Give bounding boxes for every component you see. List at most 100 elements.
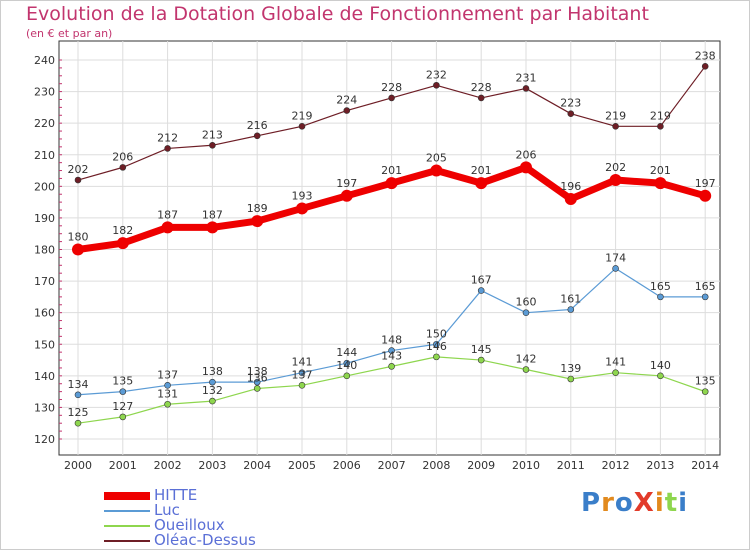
data-point <box>701 63 709 70</box>
data-point <box>522 366 530 373</box>
data-point <box>433 340 440 348</box>
data-label: 201 <box>650 164 671 177</box>
data-point <box>74 176 82 184</box>
legend-swatch-oueilloux <box>104 525 150 527</box>
data-label: 223 <box>560 97 581 110</box>
data-point <box>612 369 619 376</box>
x-tick-label: 2000 <box>64 459 92 472</box>
data-label: 219 <box>292 109 313 122</box>
data-point <box>567 306 575 313</box>
data-point <box>253 378 261 386</box>
x-tick-label: 2013 <box>646 459 674 472</box>
data-label: 231 <box>516 71 537 84</box>
data-point <box>206 221 219 234</box>
y-tick-label: 200 <box>34 180 55 193</box>
data-label: 137 <box>292 368 313 381</box>
data-label: 219 <box>650 109 671 122</box>
data-point <box>298 123 306 130</box>
data-point <box>699 189 712 202</box>
x-tick-label: 2009 <box>467 459 495 472</box>
data-label: 141 <box>605 356 626 369</box>
data-label: 161 <box>560 293 581 306</box>
data-point <box>253 132 261 140</box>
legend-label-luc: Luc <box>154 501 180 519</box>
y-tick-label: 220 <box>34 117 55 130</box>
data-point <box>475 177 488 190</box>
x-tick-label: 2003 <box>198 459 226 472</box>
data-label: 125 <box>68 406 89 419</box>
data-label: 146 <box>426 340 447 353</box>
data-point <box>657 123 664 130</box>
data-label: 137 <box>157 368 178 381</box>
data-label: 132 <box>202 384 223 397</box>
plot-border <box>58 40 721 456</box>
data-point <box>612 123 619 130</box>
data-label: 187 <box>202 208 223 221</box>
data-point <box>209 397 216 405</box>
data-label: 232 <box>426 68 447 81</box>
legend-label-oleac-dessus: Oléac-Dessus <box>154 531 256 549</box>
data-label: 144 <box>336 346 357 359</box>
data-point <box>74 419 82 427</box>
data-point <box>520 161 532 174</box>
data-label: 174 <box>605 251 626 264</box>
data-label: 228 <box>381 81 402 94</box>
logo-letter: t <box>664 488 679 518</box>
data-label: 145 <box>471 343 492 356</box>
data-label: 197 <box>695 177 716 190</box>
data-point <box>385 177 398 190</box>
data-point <box>253 385 261 392</box>
data-label: 219 <box>605 109 626 122</box>
x-tick-label: 2011 <box>557 459 585 472</box>
data-label: 182 <box>112 224 133 237</box>
x-tick-label: 2006 <box>333 459 361 472</box>
data-label: 193 <box>292 189 313 202</box>
data-point <box>612 265 619 272</box>
x-tick-label: 2010 <box>512 459 540 472</box>
data-point <box>161 221 174 234</box>
data-point <box>119 164 127 171</box>
data-point <box>701 388 709 395</box>
data-label: 138 <box>247 365 268 378</box>
data-point <box>433 81 440 89</box>
x-tick-label: 2005 <box>288 459 316 472</box>
chart-subtitle: (en € et par an) <box>26 27 113 40</box>
data-point <box>298 369 306 376</box>
data-point <box>430 164 443 177</box>
legend-swatch-oleac-dessus <box>104 540 150 542</box>
data-label: 134 <box>68 378 89 391</box>
data-point <box>209 141 216 149</box>
data-label: 238 <box>695 49 716 62</box>
logo-letter: o <box>614 488 634 518</box>
data-label: 205 <box>426 152 447 165</box>
data-label: 201 <box>471 164 492 177</box>
data-label: 202 <box>605 161 626 174</box>
data-point <box>657 293 664 301</box>
data-label: 127 <box>112 400 133 413</box>
data-label: 196 <box>560 180 581 193</box>
logo-letter: P <box>581 488 602 518</box>
data-label: 140 <box>336 359 357 372</box>
data-label: 148 <box>381 334 402 347</box>
data-point <box>564 192 577 205</box>
y-tick-label: 240 <box>34 54 55 67</box>
data-label: 140 <box>650 359 671 372</box>
legend-item-oleac-dessus: Oléac-Dessus <box>104 531 304 549</box>
data-label: 212 <box>157 131 178 144</box>
y-tick-label: 140 <box>34 370 55 383</box>
data-label: 224 <box>336 94 357 107</box>
data-label: 187 <box>157 208 178 221</box>
data-point <box>209 378 216 386</box>
data-point <box>72 243 84 256</box>
data-label: 143 <box>381 349 402 362</box>
data-point <box>296 202 308 215</box>
legend-item-luc: Luc <box>104 501 304 519</box>
x-tick-label: 2004 <box>243 459 271 472</box>
series-oleac-dessus: 202 206 212 213 216 219 224 228 232 228 231 223 219 2… <box>68 49 716 184</box>
data-point <box>477 94 485 102</box>
data-point <box>164 145 171 152</box>
data-point <box>433 353 440 361</box>
data-point <box>116 237 129 250</box>
data-point <box>343 359 351 367</box>
